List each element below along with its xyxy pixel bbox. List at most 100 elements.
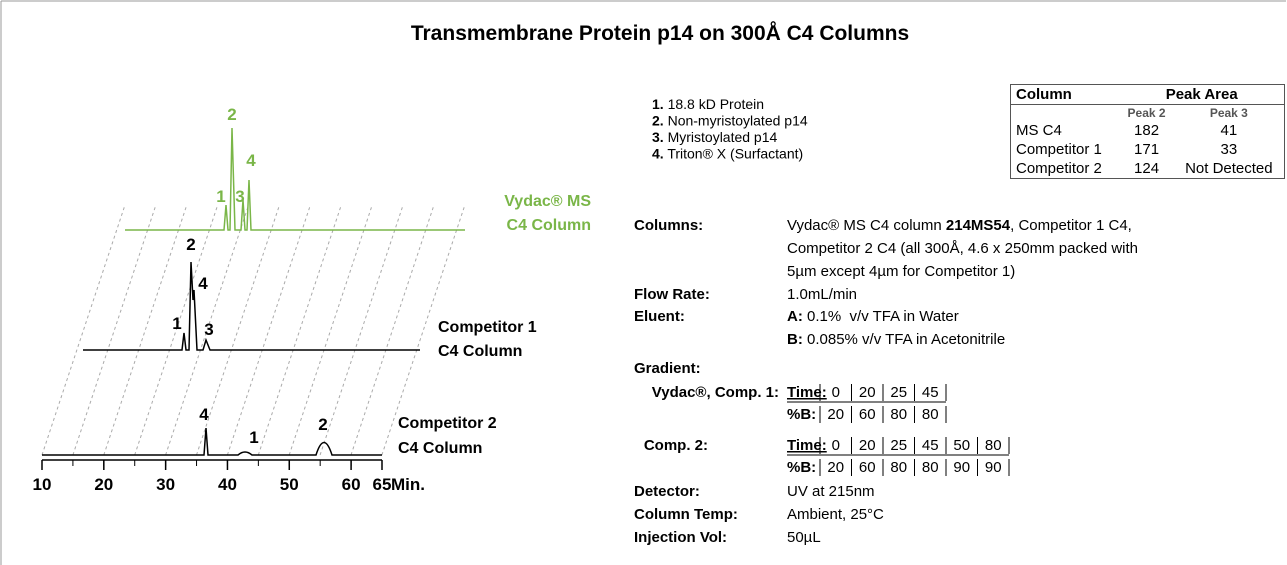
subheader-cell: Peak 3	[1209, 106, 1248, 120]
peak-label: 3	[204, 320, 213, 339]
peak-number: 3.	[652, 129, 664, 145]
perspective-line	[350, 204, 435, 456]
perspective-line	[288, 204, 373, 456]
time-cell: 20	[859, 384, 876, 401]
peak-item: 1. 18.8 kD Protein	[652, 96, 764, 112]
trace-label: C4 Column	[507, 217, 591, 234]
text: , Competitor 1 C4,	[1010, 217, 1132, 234]
b-cell: 60	[859, 459, 876, 476]
gradient-tables: Time: %B: 0 20 20 60 25 80 45 80 Time: %B: 0 20 20 60 25…	[787, 384, 1010, 476]
peak-label: 3	[235, 187, 244, 206]
table-row: Competitor 1 171 33	[1011, 140, 1285, 159]
b-cell: 80	[890, 406, 907, 423]
perspective-line	[257, 204, 342, 456]
time-cell: 45	[922, 437, 939, 454]
peak-label: 2	[227, 105, 236, 124]
cond-value: 1.0mL/min	[787, 286, 857, 303]
cell: Competitor 1	[1016, 141, 1102, 158]
peak-name: 18.8 kD Protein	[668, 96, 765, 112]
perspective-line	[41, 204, 126, 456]
b-cell: 80	[922, 406, 939, 423]
b-cell: 90	[985, 459, 1002, 476]
cond-label: Columns:	[634, 217, 703, 234]
b-label: %B:	[787, 406, 816, 423]
header-cell: Column	[1010, 84, 1120, 105]
trace-competitor-1	[83, 261, 420, 351]
text: B:	[787, 331, 803, 348]
x-ticks: 10 20 30 40 50 60 65	[33, 460, 392, 494]
peak-label: 4	[199, 405, 209, 424]
perspective-line	[196, 204, 280, 456]
table-row: MS C4 182 41	[1011, 121, 1285, 140]
cond-label: Detector:	[634, 483, 700, 500]
cell	[1011, 105, 1120, 122]
cell: 182	[1134, 122, 1160, 139]
cell: Not Detected	[1185, 160, 1273, 177]
b-cell: 20	[827, 459, 844, 476]
cond-value: Competitor 2 C4 (all 300Å, 4.6 x 250mm p…	[787, 240, 1138, 257]
cond-label: Flow Rate:	[634, 286, 710, 303]
peak-area-table: Column Peak Area Peak 2 Peak 3 MS C4 182 41 C…	[1010, 84, 1285, 179]
cond-label: Vydac®, Comp. 1:	[652, 384, 779, 401]
cond-value: A: 0.1% v/v TFA in Water	[787, 308, 959, 325]
b-label: %B:	[787, 459, 816, 476]
cond-label: Eluent:	[634, 308, 685, 325]
time-cell: 20	[859, 437, 876, 454]
cond-value: B: 0.085% v/v TFA in Acetonitrile	[787, 331, 1005, 348]
cond-value: Vydac® MS C4 column 214MS54, Competitor …	[787, 217, 1132, 234]
peak-number: 2.	[652, 113, 664, 129]
cond-value: 50µL	[787, 529, 821, 546]
subheader-cell: Peak 2	[1127, 106, 1166, 120]
peak-label: 1	[249, 428, 258, 447]
text: A:	[787, 308, 803, 325]
cond-label: Comp. 2:	[644, 437, 708, 454]
trace-label: Competitor 1	[438, 319, 537, 336]
x-tick-label: 40	[218, 475, 237, 494]
peak-label: 4	[198, 274, 208, 293]
trace-label: Vydac® MS	[504, 193, 591, 210]
peak-label: 4	[246, 151, 256, 170]
x-tick-label: 60	[342, 475, 361, 494]
peak-label: 2	[186, 235, 195, 254]
perspective-line	[381, 204, 466, 456]
perspective-lines	[41, 204, 466, 456]
perspective-line	[72, 204, 157, 456]
peak-number: 1.	[652, 96, 664, 112]
cell: 33	[1220, 141, 1238, 158]
x-tick-label: 65	[373, 475, 392, 494]
b-cell: 20	[827, 406, 844, 423]
peak-name: Non-myristoylated p14	[668, 113, 808, 129]
peak-name: Triton® X (Surfactant)	[667, 146, 803, 162]
perspective-line	[319, 204, 404, 456]
cond-label: Gradient:	[634, 360, 701, 377]
table-body: MS C4 182 41 Competitor 1 171 33 Competitor 2 1…	[1011, 121, 1285, 179]
time-cell: 50	[953, 437, 970, 454]
title: Transmembrane Protein p14 on 300Å C4 Col…	[411, 21, 909, 45]
peak-item: 4. Triton® X (Surfactant)	[652, 146, 803, 162]
cond-value: UV at 215nm	[787, 483, 875, 500]
b-cell: 90	[953, 459, 970, 476]
cell: 124	[1134, 160, 1160, 177]
time-cell: 25	[890, 384, 907, 401]
perspective-line	[103, 204, 188, 456]
peak-item: 3. Myristoylated p14	[652, 129, 778, 145]
x-tick-label: 30	[156, 475, 175, 494]
peak-item: 2. Non-myristoylated p14	[652, 113, 808, 129]
header-cell: Peak Area	[1119, 84, 1285, 105]
cell: 171	[1134, 141, 1160, 158]
trace-label: Competitor 2	[398, 415, 497, 432]
time-label: Time:	[787, 384, 827, 401]
time-label: Time:	[787, 437, 827, 454]
table-row: Competitor 2 124 Not Detected	[1011, 159, 1285, 179]
time-cell: 45	[922, 384, 939, 401]
time-cell: 0	[832, 437, 840, 454]
cond-label: Injection Vol:	[634, 529, 727, 546]
x-tick-label: 10	[33, 475, 52, 494]
table-subheader: Peak 2 Peak 3	[1011, 105, 1285, 122]
text: 0.085% v/v TFA in Acetonitrile	[803, 331, 1005, 348]
b-cell: 80	[922, 459, 939, 476]
cell: MS C4	[1016, 122, 1062, 139]
